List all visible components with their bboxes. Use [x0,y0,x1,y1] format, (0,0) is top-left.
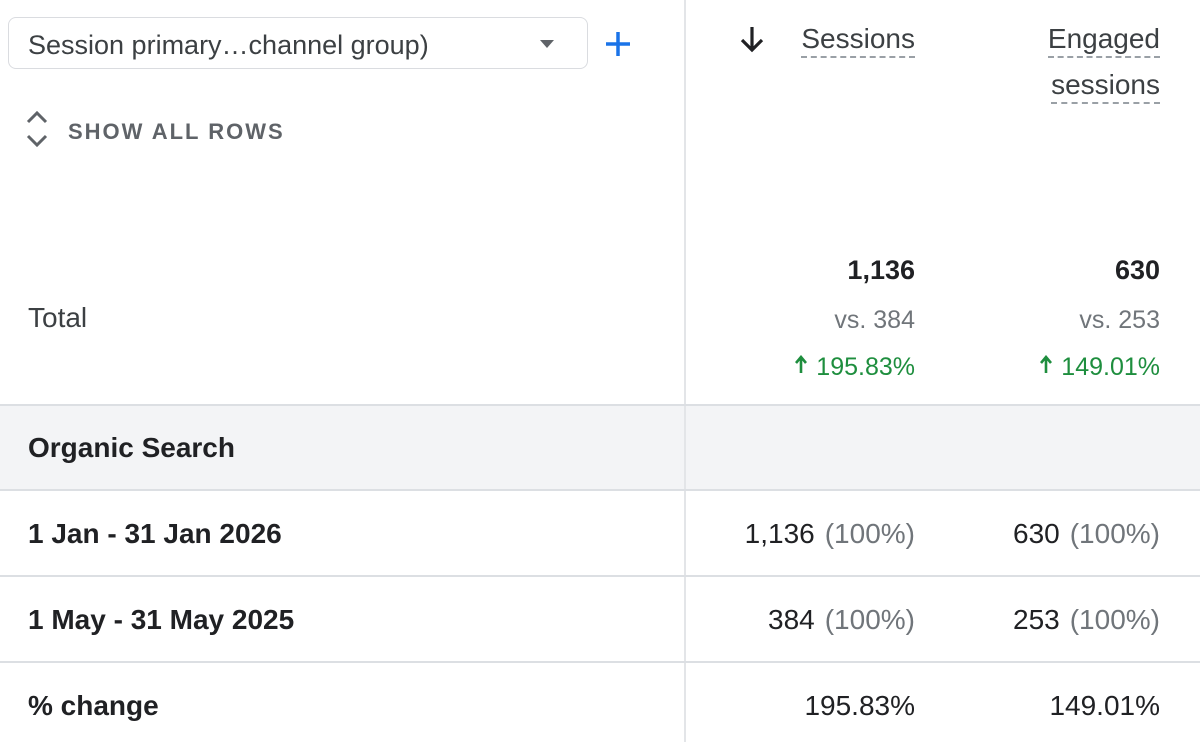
dimension-selector[interactable] [8,17,588,69]
row-divider [0,575,1200,577]
dropdown-icon[interactable] [538,38,556,50]
total-change: 149.01% [940,350,1160,384]
total-comparison: vs. 384 [834,306,915,334]
column-label: Engaged sessions [1047,23,1160,104]
cell-share: (100%) [1069,518,1160,549]
sort-arrow[interactable] [739,24,765,54]
cell-value: 195.83% [804,690,915,721]
row-label: % change [28,690,159,721]
dimension-label[interactable]: Session primary…channel group) [28,30,429,60]
column-header[interactable]: Engaged sessions [1010,16,1160,108]
row-divider [0,489,1200,491]
cell-value: 149.01% [1049,690,1160,721]
change-text: 149.01% [1061,353,1160,381]
column-label: Sessions [801,23,915,58]
cell: 384 (100%) [675,603,915,637]
expand-icon[interactable] [25,110,49,150]
row-divider [0,404,1200,406]
total-value: 1,136 [847,255,915,285]
cell-value: 253 [1013,604,1060,635]
cell-share: (100%) [1069,604,1160,635]
cell: 1,136 (100%) [675,517,915,551]
column-divider [684,0,686,742]
total-value: 630 [1114,255,1160,285]
cell-value: 384 [768,604,815,635]
row-divider [0,661,1200,663]
cell-value: 1,136 [744,518,815,549]
row-label: 1 Jan - 31 Jan 2026 [28,518,282,549]
cell: 253 (100%) [920,603,1160,637]
cell: 195.83% [675,689,915,723]
add-dimension-icon[interactable] [604,30,632,58]
group-label: Organic Search [28,432,235,463]
cell: 149.01% [920,689,1160,723]
show-all-rows[interactable]: SHOW ALL ROWS [68,119,285,144]
column-header[interactable]: Sessions [695,16,915,62]
cell: 630 (100%) [920,517,1160,551]
total-comparison: vs. 253 [1079,306,1160,334]
cell-share: (100%) [824,604,915,635]
row-label: 1 May - 31 May 2025 [28,604,295,635]
change-text: 195.83% [816,353,915,381]
up-arrow [1040,354,1053,373]
total-change: 195.83% [695,350,915,384]
cell-share: (100%) [824,518,915,549]
group-row-bg [0,405,1200,490]
total-label: Total [28,302,88,333]
up-arrow [795,354,808,373]
cell-value: 630 [1013,518,1060,549]
